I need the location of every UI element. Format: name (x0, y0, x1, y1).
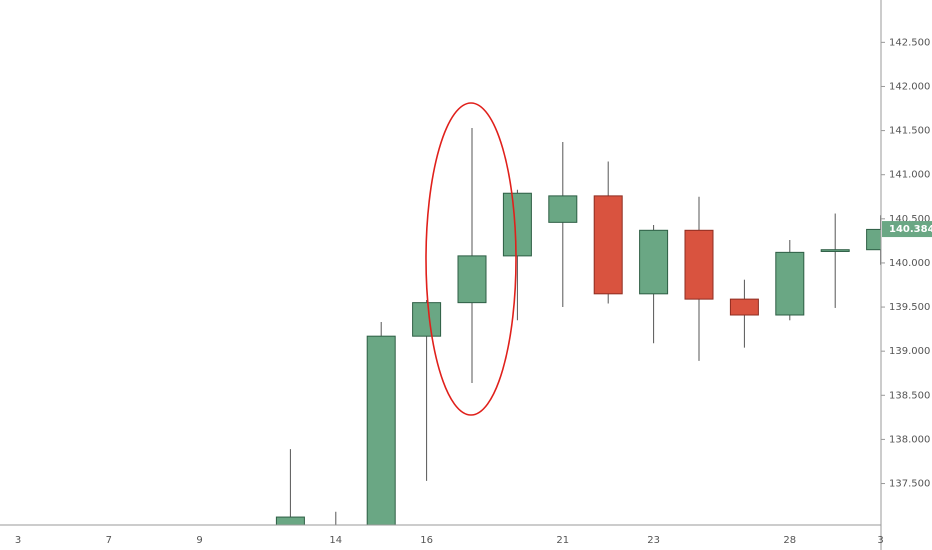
y-tick-label: 141.500 (889, 126, 930, 137)
highlight-ellipse (425, 102, 517, 416)
y-tick-label: 138.500 (889, 390, 930, 401)
candle-body (412, 302, 442, 337)
candle-body (775, 251, 805, 316)
x-tick-label: 28 (783, 535, 796, 546)
x-tick-label: 3 (15, 535, 21, 546)
y-tick-label: 142.000 (889, 81, 930, 92)
x-tick-label: 7 (106, 535, 112, 546)
candle-body (366, 335, 396, 525)
candle-body (502, 192, 532, 257)
plot-area (275, 127, 881, 525)
y-tick-label: 139.500 (889, 302, 930, 313)
y-tick-label: 140.500 (889, 214, 930, 225)
candle-body (820, 249, 850, 252)
y-tick-label: 142.500 (889, 37, 930, 48)
x-tick-label: 3 (877, 535, 883, 546)
y-tick-label: 137.500 (889, 479, 930, 490)
candle-body (275, 516, 305, 525)
last-price-tag (882, 221, 932, 238)
y-tick-label: 138.000 (889, 434, 930, 445)
candle-body (684, 229, 714, 300)
x-tick-label: 23 (647, 535, 660, 546)
x-tick-label: 9 (196, 535, 202, 546)
x-tick-label: 14 (329, 535, 342, 546)
y-tick-label: 141.000 (889, 170, 930, 181)
y-tick-label: 140.000 (889, 258, 930, 269)
candle-body (729, 298, 759, 316)
y-tick-label: 139.000 (889, 346, 930, 357)
x-tick-label: 21 (556, 535, 569, 546)
candle-body (639, 229, 669, 295)
last-price-label: 140.384 (889, 224, 932, 235)
candle-body (457, 255, 487, 304)
candle-body (593, 195, 623, 295)
candle-body (548, 195, 578, 223)
x-tick-label: 16 (420, 535, 433, 546)
